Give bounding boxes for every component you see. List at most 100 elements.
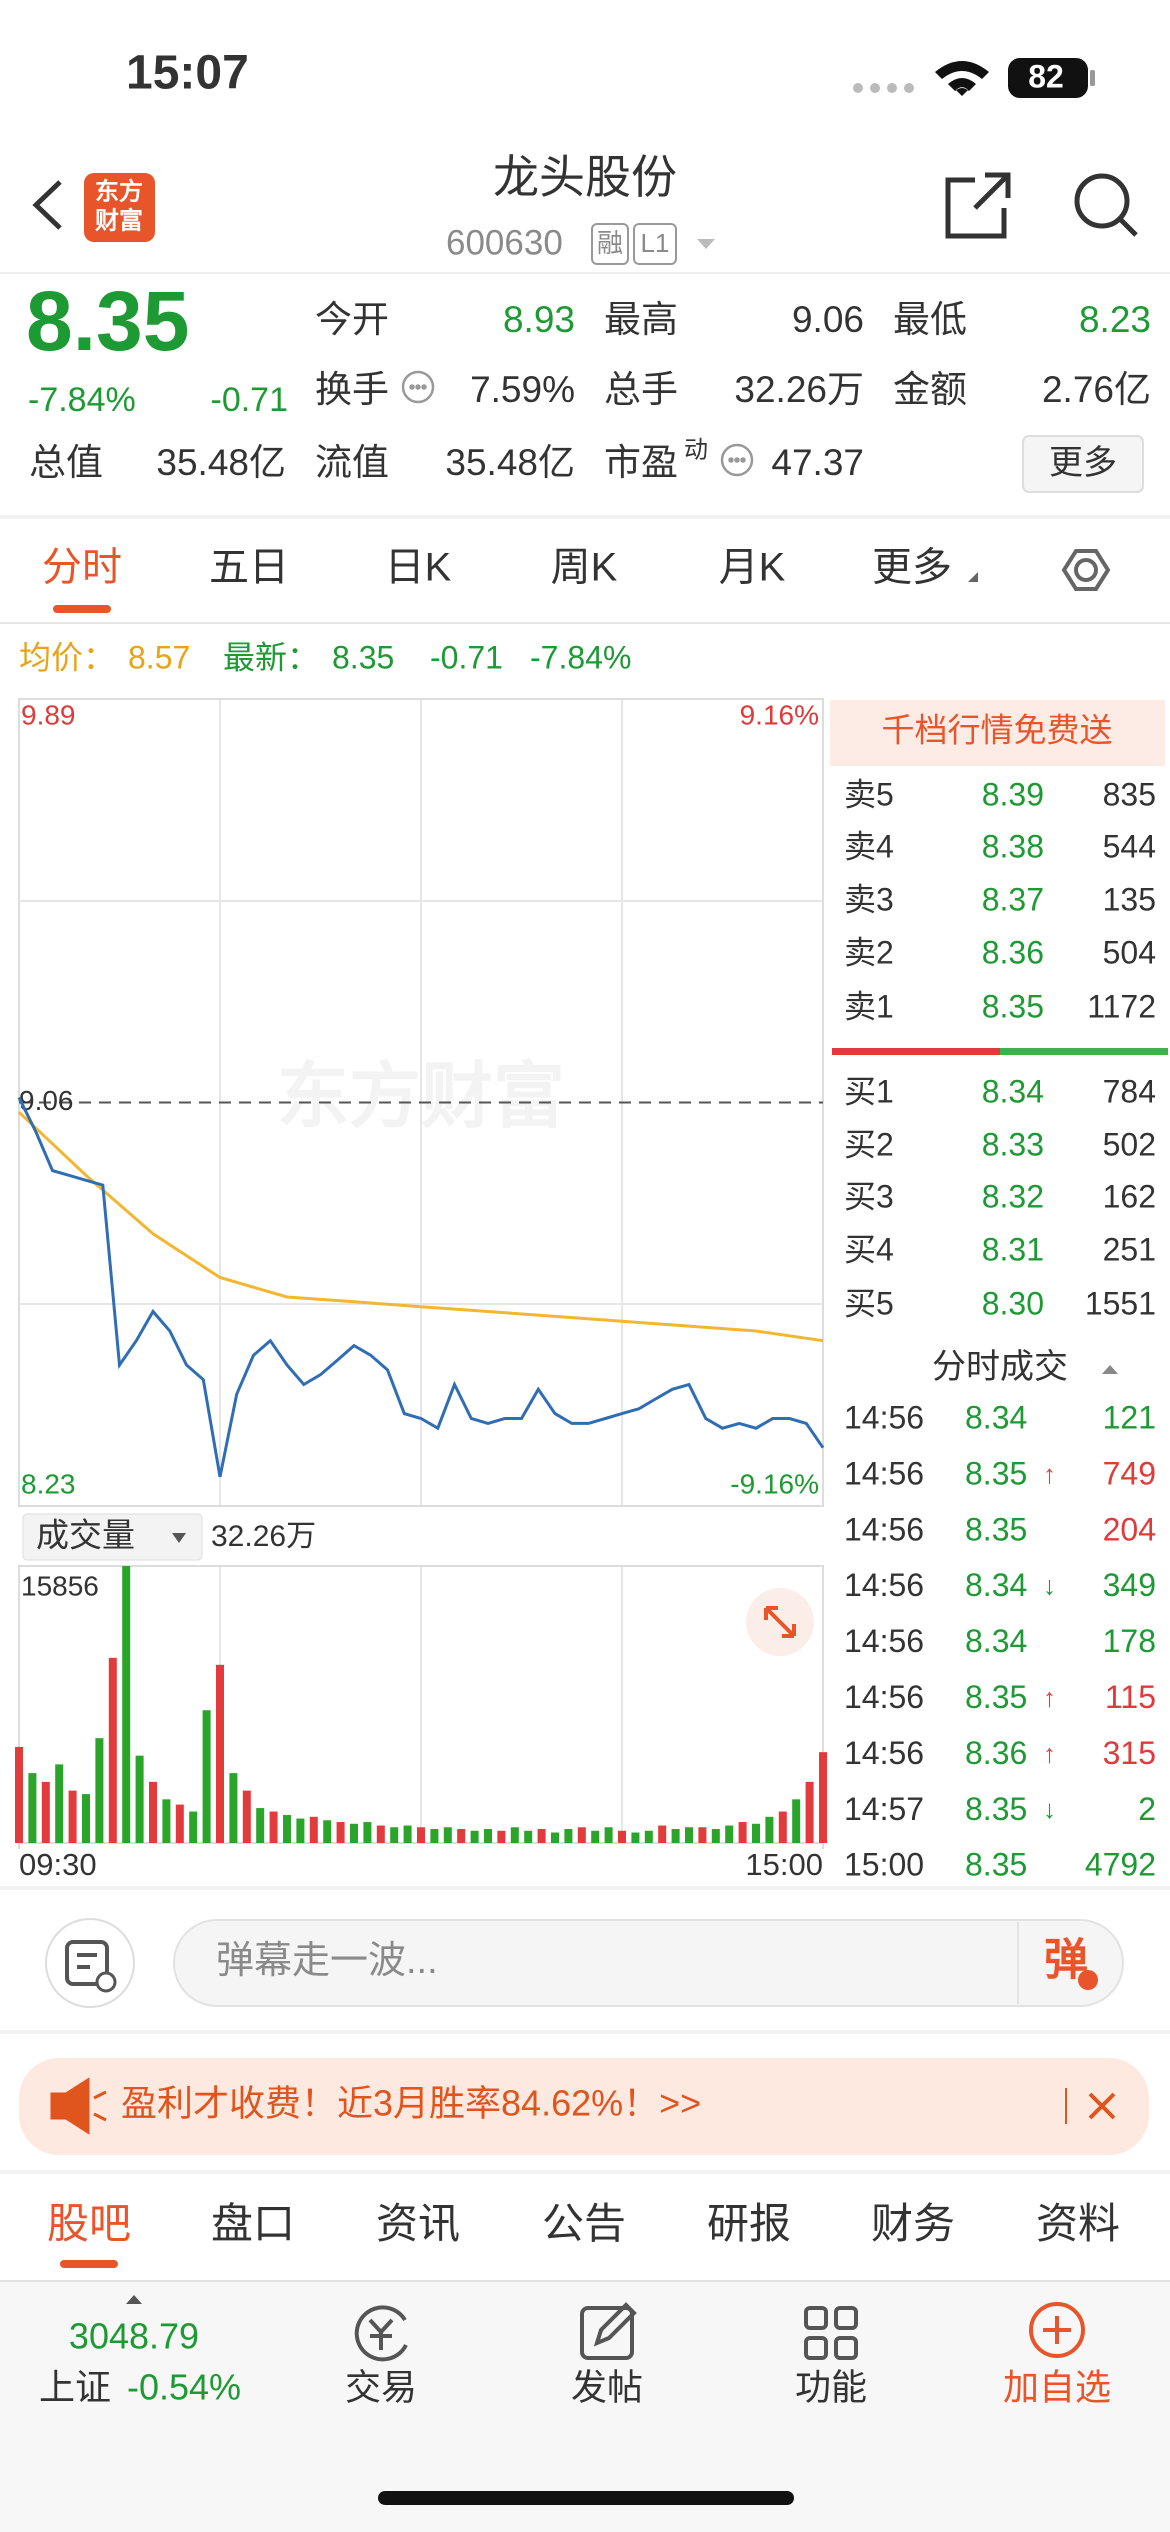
trade-price: 8.35	[965, 1679, 1027, 1715]
volume-selector[interactable]	[22, 1513, 203, 1561]
book-price: 8.38	[982, 828, 1044, 864]
back-button[interactable]	[32, 180, 62, 230]
stat-value: 35.48亿	[445, 442, 575, 483]
trade-time: 14:56	[844, 1455, 924, 1491]
book-label: 买2	[844, 1126, 894, 1162]
info-icon[interactable]	[401, 370, 435, 404]
chart-tab[interactable]: 分时	[42, 546, 122, 590]
last-price: 8.35	[26, 274, 190, 368]
volume-bar	[484, 1829, 492, 1843]
nav-icons	[354, 2302, 1085, 2362]
book-label: 卖5	[844, 776, 894, 812]
chart-tab[interactable]: 日K	[385, 546, 452, 590]
divider	[0, 2170, 1170, 2174]
book-label: 买4	[844, 1231, 894, 1267]
nav-item[interactable]: 加自选	[1003, 2367, 1111, 2408]
collapse[interactable]	[1102, 1365, 1118, 1374]
avg-label: 均价：	[19, 639, 115, 675]
book-volume: 251	[1103, 1231, 1156, 1267]
volume-bar	[309, 1816, 318, 1843]
volume-bar	[175, 1804, 184, 1843]
stat-value: 47.37	[771, 442, 864, 483]
volume-bar	[95, 1738, 104, 1843]
last-change: -0.71	[430, 639, 503, 675]
volume-bar	[149, 1781, 157, 1843]
chart-tab[interactable]: 更多	[872, 546, 952, 590]
stock-name: 龙头股份	[493, 151, 677, 203]
volume-bar	[68, 1790, 77, 1843]
trade-price: 8.35	[965, 1455, 1027, 1491]
chart-tab[interactable]: 五日	[209, 546, 289, 590]
bottom-tab[interactable]: 公告	[542, 2200, 626, 2247]
stat-value: 8.93	[503, 299, 575, 340]
nav-item[interactable]: 发帖	[571, 2367, 643, 2408]
search-button[interactable]	[1074, 173, 1138, 237]
promo-text: 千档行情免费送	[882, 712, 1113, 749]
trade-price: 8.34	[965, 1399, 1027, 1435]
home-indicator	[378, 2491, 794, 2505]
trade-volume: 204	[1103, 1511, 1156, 1547]
badge-text: L1	[641, 228, 670, 258]
book-volume: 135	[1103, 881, 1156, 917]
volume-bar	[564, 1829, 573, 1843]
reference-label: 9.06	[19, 1085, 74, 1116]
last-change-pct: -7.84%	[530, 639, 631, 675]
volume-bar	[417, 1827, 425, 1843]
bottom-tab[interactable]: 财务	[871, 2200, 955, 2247]
stat-value: 32.26万	[734, 369, 864, 410]
settings-button[interactable]	[1061, 549, 1111, 591]
volume-bar	[55, 1764, 64, 1843]
stat-label: 换手	[315, 369, 389, 410]
trade-direction: ↓	[1043, 1794, 1056, 1824]
stat-label: 总值	[29, 442, 103, 483]
chart-tab[interactable]: 月K	[719, 546, 786, 590]
comment-input[interactable]	[173, 1919, 1124, 2007]
volume-bar	[524, 1830, 533, 1843]
chart-tab[interactable]: 周K	[551, 546, 618, 590]
volume-bar	[805, 1781, 814, 1843]
book-price: 8.36	[982, 934, 1044, 970]
more-button[interactable]	[1022, 435, 1144, 493]
volume-bar	[443, 1827, 452, 1843]
bottom-tab[interactable]: 盘口	[211, 2200, 295, 2247]
ratio-bar	[1000, 1048, 1168, 1055]
book-label: 卖4	[844, 828, 894, 864]
tab-indicator	[53, 605, 111, 613]
book-volume: 504	[1103, 934, 1156, 970]
stat-value: 7.59%	[470, 369, 575, 410]
promo-banner[interactable]	[830, 700, 1165, 766]
bottom-tab[interactable]: 股吧	[47, 2200, 131, 2247]
volume-bar	[604, 1827, 613, 1843]
close-ad[interactable]	[1088, 2092, 1116, 2120]
share-button[interactable]	[945, 172, 1011, 239]
expand-button[interactable]	[746, 1588, 814, 1656]
trade-direction: ↑	[1043, 1682, 1056, 1712]
volume-bar	[577, 1827, 586, 1843]
comment-icon[interactable]	[45, 1918, 135, 2008]
trade-volume: 115	[1105, 1679, 1156, 1715]
index-value[interactable]: 3048.79	[69, 2316, 199, 2357]
stat-value: 9.06	[792, 299, 864, 340]
trade-price: 8.35	[965, 1791, 1027, 1827]
danmu-badge	[1078, 1970, 1098, 1990]
info-icon[interactable]	[720, 443, 754, 477]
nav-item[interactable]: 交易	[345, 2367, 417, 2408]
bottom-tab[interactable]: 资讯	[376, 2200, 460, 2247]
volume-total: 32.26万	[211, 1520, 316, 1553]
nav-item[interactable]: 功能	[795, 2367, 867, 2408]
volume-bar	[202, 1710, 211, 1843]
bottom-tab[interactable]: 研报	[707, 2200, 791, 2247]
volume-bar	[497, 1830, 506, 1843]
ad-banner[interactable]	[19, 2058, 1149, 2155]
dropdown	[172, 1533, 186, 1543]
logo-text: 东方	[95, 177, 143, 205]
dropdown[interactable]	[697, 239, 715, 249]
bottom-tab[interactable]: 资料	[1036, 2200, 1120, 2247]
stock-code: 600630	[446, 223, 563, 262]
badge-text: 融	[597, 228, 623, 258]
trade-time: 14:56	[844, 1623, 924, 1659]
book-label: 卖1	[844, 988, 894, 1024]
trade-time: 14:56	[844, 1679, 924, 1715]
x-tick-label: 15:00	[745, 1847, 823, 1882]
volume-bar	[510, 1827, 519, 1843]
